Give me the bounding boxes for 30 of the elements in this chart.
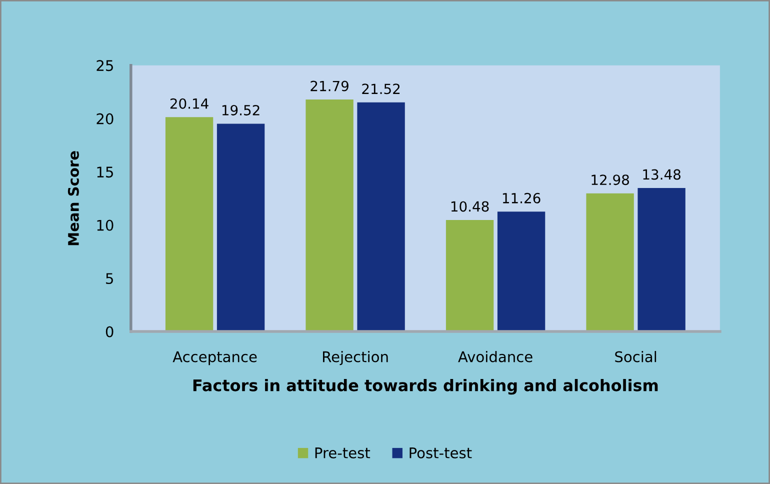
bar — [216, 124, 265, 332]
data-label: 12.98 — [592, 174, 629, 186]
data-label: 13.48 — [643, 169, 680, 180]
y-tick-label: 20 — [96, 113, 114, 124]
legend-label: Pre-test — [315, 448, 370, 458]
bar — [306, 100, 354, 332]
bar — [638, 188, 686, 332]
bar — [446, 220, 494, 332]
x-tick-label: Social — [615, 350, 656, 362]
legend-label: Post-test — [410, 448, 472, 458]
bar — [165, 117, 214, 332]
data-label: 11.26 — [502, 192, 540, 204]
data-label: 21.52 — [362, 84, 400, 94]
bar — [357, 102, 405, 332]
data-label: 21.79 — [310, 80, 348, 92]
y-tick-label: 10 — [97, 220, 114, 231]
bar — [586, 193, 634, 332]
y-tick-label: 25 — [96, 60, 113, 72]
y-tick-label: 15 — [97, 166, 113, 178]
bar — [497, 212, 546, 332]
x-axis-title: Factors in attitude towards drinking and alcoholism — [193, 378, 658, 395]
data-label: 19.52 — [222, 104, 260, 116]
data-label: 20.14 — [170, 98, 208, 109]
data-label: 10.48 — [451, 201, 489, 212]
y-axis-title: Mean Score — [68, 151, 79, 246]
x-tick-label: Avoidance — [458, 350, 532, 362]
x-tick-label: Acceptance — [172, 351, 257, 366]
y-tick-label: 5 — [106, 273, 113, 284]
y-tick-label: 0 — [106, 326, 114, 338]
x-tick-label: Rejection — [323, 350, 388, 366]
